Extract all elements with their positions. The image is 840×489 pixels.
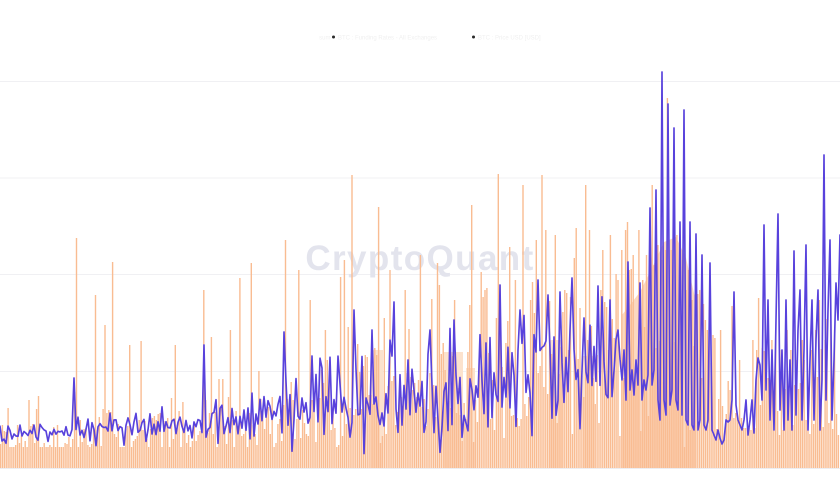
svg-text:sum: sum <box>319 35 330 41</box>
svg-text:BTC : Funding Rates - All Exch: BTC : Funding Rates - All Exchanges <box>338 35 437 41</box>
svg-text:CryptoQuant: CryptoQuant <box>305 239 534 278</box>
svg-text:BTC : Price USD [USD]: BTC : Price USD [USD] <box>478 35 541 41</box>
